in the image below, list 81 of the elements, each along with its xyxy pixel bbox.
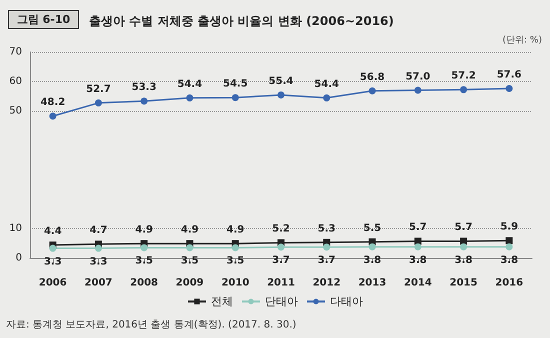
data-label: 3.7 [272,255,290,266]
text: 자료: 통계청 보도자료, 2016년 출생 통계(확정). (2017. 8. 30.) [6,320,296,330]
data-label: 4.9 [180,224,199,236]
data-label: 5.7 [409,222,427,234]
x-tick-label: 2014 [404,278,432,288]
x-tick-label: 2016 [495,278,524,288]
data-label: 5.2 [272,224,290,235]
data-label: 3.8 [363,254,382,266]
y-tick-label: 60 [9,76,22,87]
point [232,244,239,252]
data-label: 3.5 [226,256,244,267]
data-label: 55.4 [268,76,294,87]
data-label: 5.7 [454,222,472,234]
point [460,86,468,94]
point [460,243,468,250]
x-tick-label: 2008 [130,278,158,288]
point [140,98,148,105]
data-label: 4.9 [226,224,244,236]
point [414,238,422,245]
x-tick-label: 2006 [38,278,67,288]
data-label: 54.4 [314,78,340,90]
data-label: 5.9 [500,222,518,233]
x-tick-label: 2015 [450,278,478,288]
legend-label: 다태아 [330,295,363,308]
point [140,244,148,252]
data-label: 48.2 [40,97,66,108]
point [49,112,56,120]
legend-label: 단태아 [265,295,298,308]
point [94,99,102,106]
point [94,244,102,252]
y-tick-label: 0 [16,252,22,264]
legend-label: 전체 [211,295,233,308]
point [323,244,330,251]
point [186,244,194,252]
x-tick-label: 2009 [176,278,204,288]
point [506,243,513,250]
data-label: 5.5 [363,222,382,234]
caption: 그림 6-10 [16,13,71,26]
data-label: 57.2 [451,70,476,82]
point [414,243,422,250]
y-tick-label: 50 [9,105,22,116]
data-label: 57.6 [496,69,522,80]
data-label: 57.0 [406,71,430,82]
point [278,244,284,251]
point [506,84,513,92]
point [323,94,330,102]
data-label: 3.5 [135,256,153,267]
data-label: 3.3 [44,256,62,268]
data-label: 54.5 [223,78,248,90]
data-label: 5.3 [318,223,336,234]
point [186,94,194,102]
y-tick-label: 10 [9,223,22,234]
y-tick-label: 70 [9,46,22,58]
data-label: 52.7 [86,84,111,95]
chart-title: 출생아 수별 저체중 출생아 비율의 변화 (2006~2016) [89,14,394,28]
x-tick-label: 2013 [358,278,386,288]
x-tick-label: 2007 [84,278,112,288]
point [49,244,56,252]
point [460,238,468,245]
data-label: 54.4 [177,78,202,90]
x-tick-label: 2011 [267,278,295,288]
data-label: 53.3 [132,82,156,94]
x-tick-label: 2010 [221,278,250,288]
data-label: 4.7 [90,225,108,236]
data-label: 56.8 [360,72,385,83]
data-label: 3.8 [500,254,518,266]
data-label: 3.8 [454,254,472,266]
data-label: 4.9 [135,224,153,236]
point [506,237,513,244]
point [232,94,239,102]
data-label: 4.4 [44,226,62,238]
data-label: 3.8 [409,254,427,266]
point [368,243,376,250]
data-label: 3.5 [180,256,199,267]
point [278,91,284,98]
x-tick-label: 2012 [312,278,341,288]
point [368,87,376,94]
point [414,86,422,94]
text: (단위: %) [502,36,542,46]
data-label: 3.7 [318,255,336,266]
data-label: 3.3 [90,256,108,268]
